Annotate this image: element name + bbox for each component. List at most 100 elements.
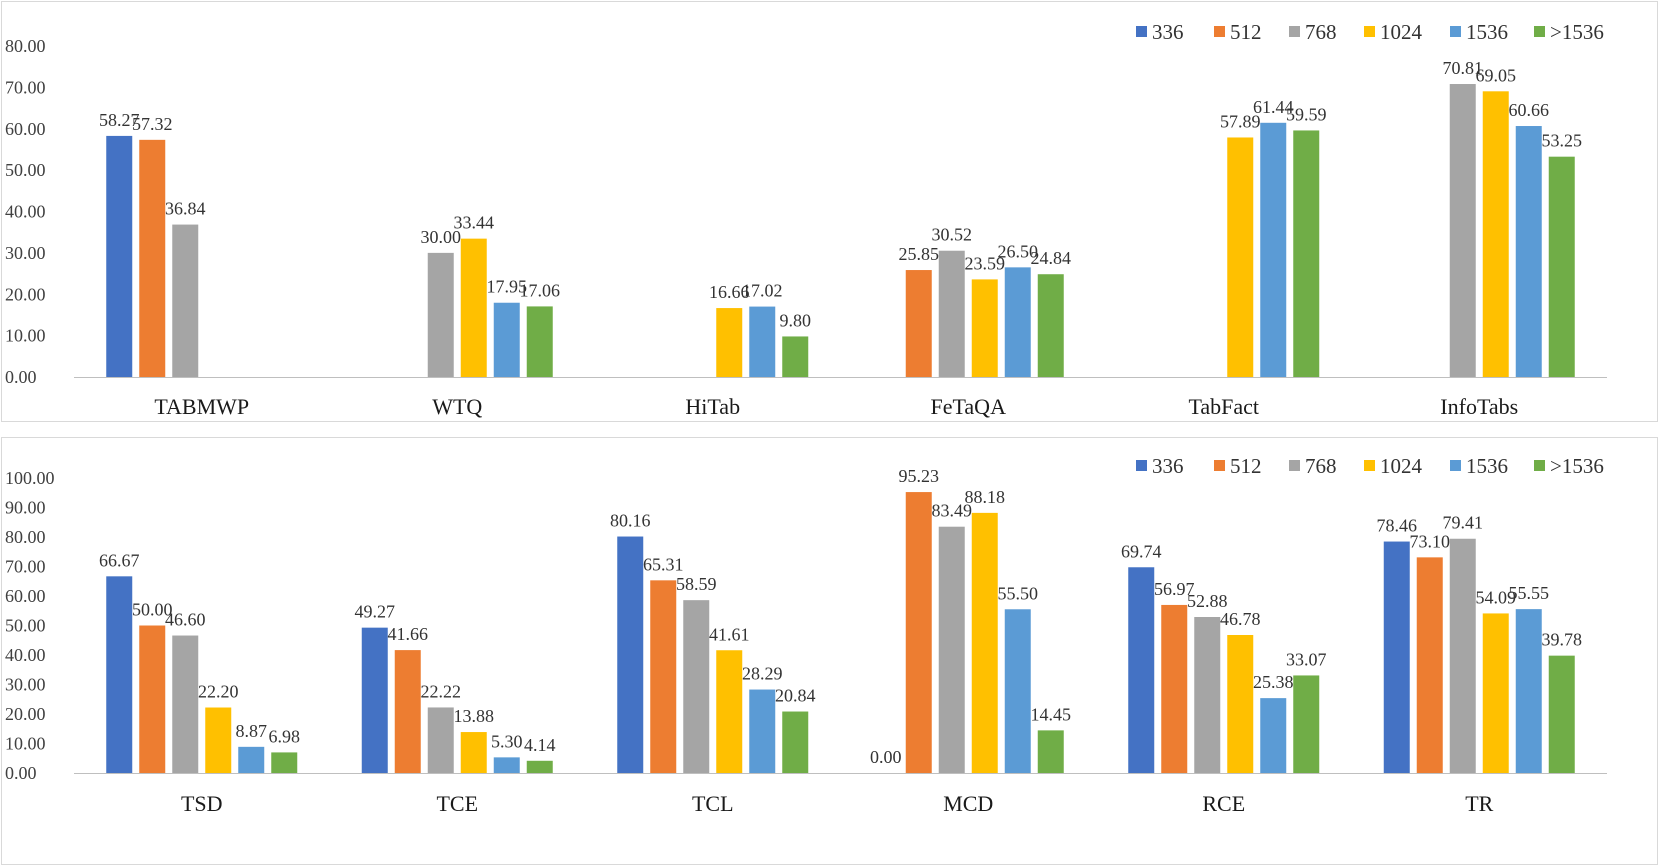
data-label: 22.22 [421, 681, 462, 701]
data-label: 95.23 [899, 466, 940, 486]
data-label: 57.32 [132, 114, 173, 134]
legend-label: 1024 [1380, 454, 1423, 478]
data-label: 16.66 [709, 282, 750, 302]
data-label: 58.59 [676, 574, 717, 594]
bar [749, 306, 776, 377]
data-label: 49.27 [355, 602, 396, 622]
category-label: FeTaQA [931, 394, 1007, 419]
data-label: 33.44 [454, 213, 495, 233]
bar [1227, 634, 1254, 773]
data-label: 83.49 [932, 501, 973, 521]
data-label: 70.81 [1443, 58, 1484, 78]
category-label: HiTab [685, 394, 740, 419]
bar [1515, 609, 1542, 773]
bar [493, 757, 520, 773]
legend-label: 1536 [1466, 454, 1508, 478]
y-tick-label: 60.00 [5, 586, 46, 606]
y-tick-label: 80.00 [5, 36, 46, 56]
legend-swatch [1289, 26, 1300, 37]
data-label: 13.88 [454, 706, 495, 726]
bar [394, 650, 421, 773]
data-label: 14.45 [1031, 704, 1072, 724]
data-label: 33.07 [1286, 649, 1327, 669]
bar [1037, 274, 1064, 377]
legend-swatch [1450, 460, 1461, 471]
category-label: TABMWP [154, 394, 249, 419]
bar [1482, 91, 1509, 377]
data-label: 69.74 [1121, 541, 1162, 561]
category-label: TSD [181, 791, 223, 816]
data-label: 24.84 [1031, 248, 1072, 268]
bar [905, 492, 932, 773]
bar [1515, 126, 1542, 377]
bar [139, 625, 166, 773]
data-label: 22.20 [198, 682, 239, 702]
bar [1227, 137, 1254, 377]
data-label: 17.95 [487, 277, 528, 297]
data-label: 55.50 [998, 583, 1039, 603]
bar [238, 746, 265, 773]
data-label: 0.00 [870, 747, 902, 767]
legend-label: 1024 [1380, 20, 1423, 44]
bar [1548, 156, 1575, 377]
bar [172, 224, 199, 377]
y-tick-label: 60.00 [5, 119, 46, 139]
category-label: TR [1465, 791, 1493, 816]
y-tick-label: 80.00 [5, 527, 46, 547]
legend-label: >1536 [1550, 20, 1604, 44]
data-label: 25.38 [1253, 672, 1294, 692]
y-tick-label: 0.00 [5, 763, 37, 783]
category-label: RCE [1202, 791, 1245, 816]
y-tick-label: 30.00 [5, 243, 46, 263]
data-label: 36.84 [165, 199, 206, 219]
bar [971, 279, 998, 377]
y-tick-label: 10.00 [5, 734, 46, 754]
y-tick-label: 10.00 [5, 326, 46, 346]
bar [938, 526, 965, 773]
data-label: 59.59 [1286, 104, 1327, 124]
bar [782, 336, 809, 377]
legend-label: 768 [1305, 20, 1337, 44]
data-label: 5.30 [491, 731, 523, 751]
data-label: 30.00 [421, 227, 462, 247]
data-label: 78.46 [1377, 516, 1418, 536]
data-label: 54.09 [1476, 587, 1517, 607]
bar [905, 270, 932, 377]
data-label: 17.02 [742, 281, 783, 301]
y-tick-label: 0.00 [5, 367, 37, 387]
bar [716, 650, 743, 773]
data-label: 41.61 [709, 624, 750, 644]
bar [205, 707, 232, 773]
bar [650, 580, 677, 773]
data-label: 28.29 [742, 664, 783, 684]
bar [427, 707, 454, 773]
bar [460, 238, 487, 377]
bar [1004, 267, 1031, 377]
data-label: 88.18 [965, 487, 1006, 507]
data-label: 20.84 [775, 686, 816, 706]
data-label: 56.97 [1154, 579, 1195, 599]
bar [427, 252, 454, 377]
bar-chart-bottom: 0.00 10.00 20.00 30.00 40.00 50.00 60.00 70.00 8… [5, 454, 1607, 816]
legend-swatch [1214, 26, 1225, 37]
bar [106, 135, 133, 377]
category-label: InfoTabs [1440, 394, 1518, 419]
bar [683, 600, 710, 773]
bar [493, 302, 520, 377]
data-label: 58.27 [99, 110, 140, 130]
y-tick-label: 30.00 [5, 675, 46, 695]
data-label: 80.16 [610, 511, 651, 531]
bar [1449, 538, 1476, 773]
bar [526, 306, 553, 377]
data-label: 9.80 [780, 310, 812, 330]
bar [938, 250, 965, 377]
category-label: TCE [436, 791, 478, 816]
legend-label: 512 [1230, 20, 1262, 44]
bar [1482, 613, 1509, 773]
legend-label: 768 [1305, 454, 1337, 478]
data-label: 60.66 [1509, 100, 1550, 120]
bar [1416, 557, 1443, 773]
data-label: 79.41 [1443, 513, 1484, 533]
y-tick-label: 70.00 [5, 557, 46, 577]
bar [1293, 675, 1320, 773]
